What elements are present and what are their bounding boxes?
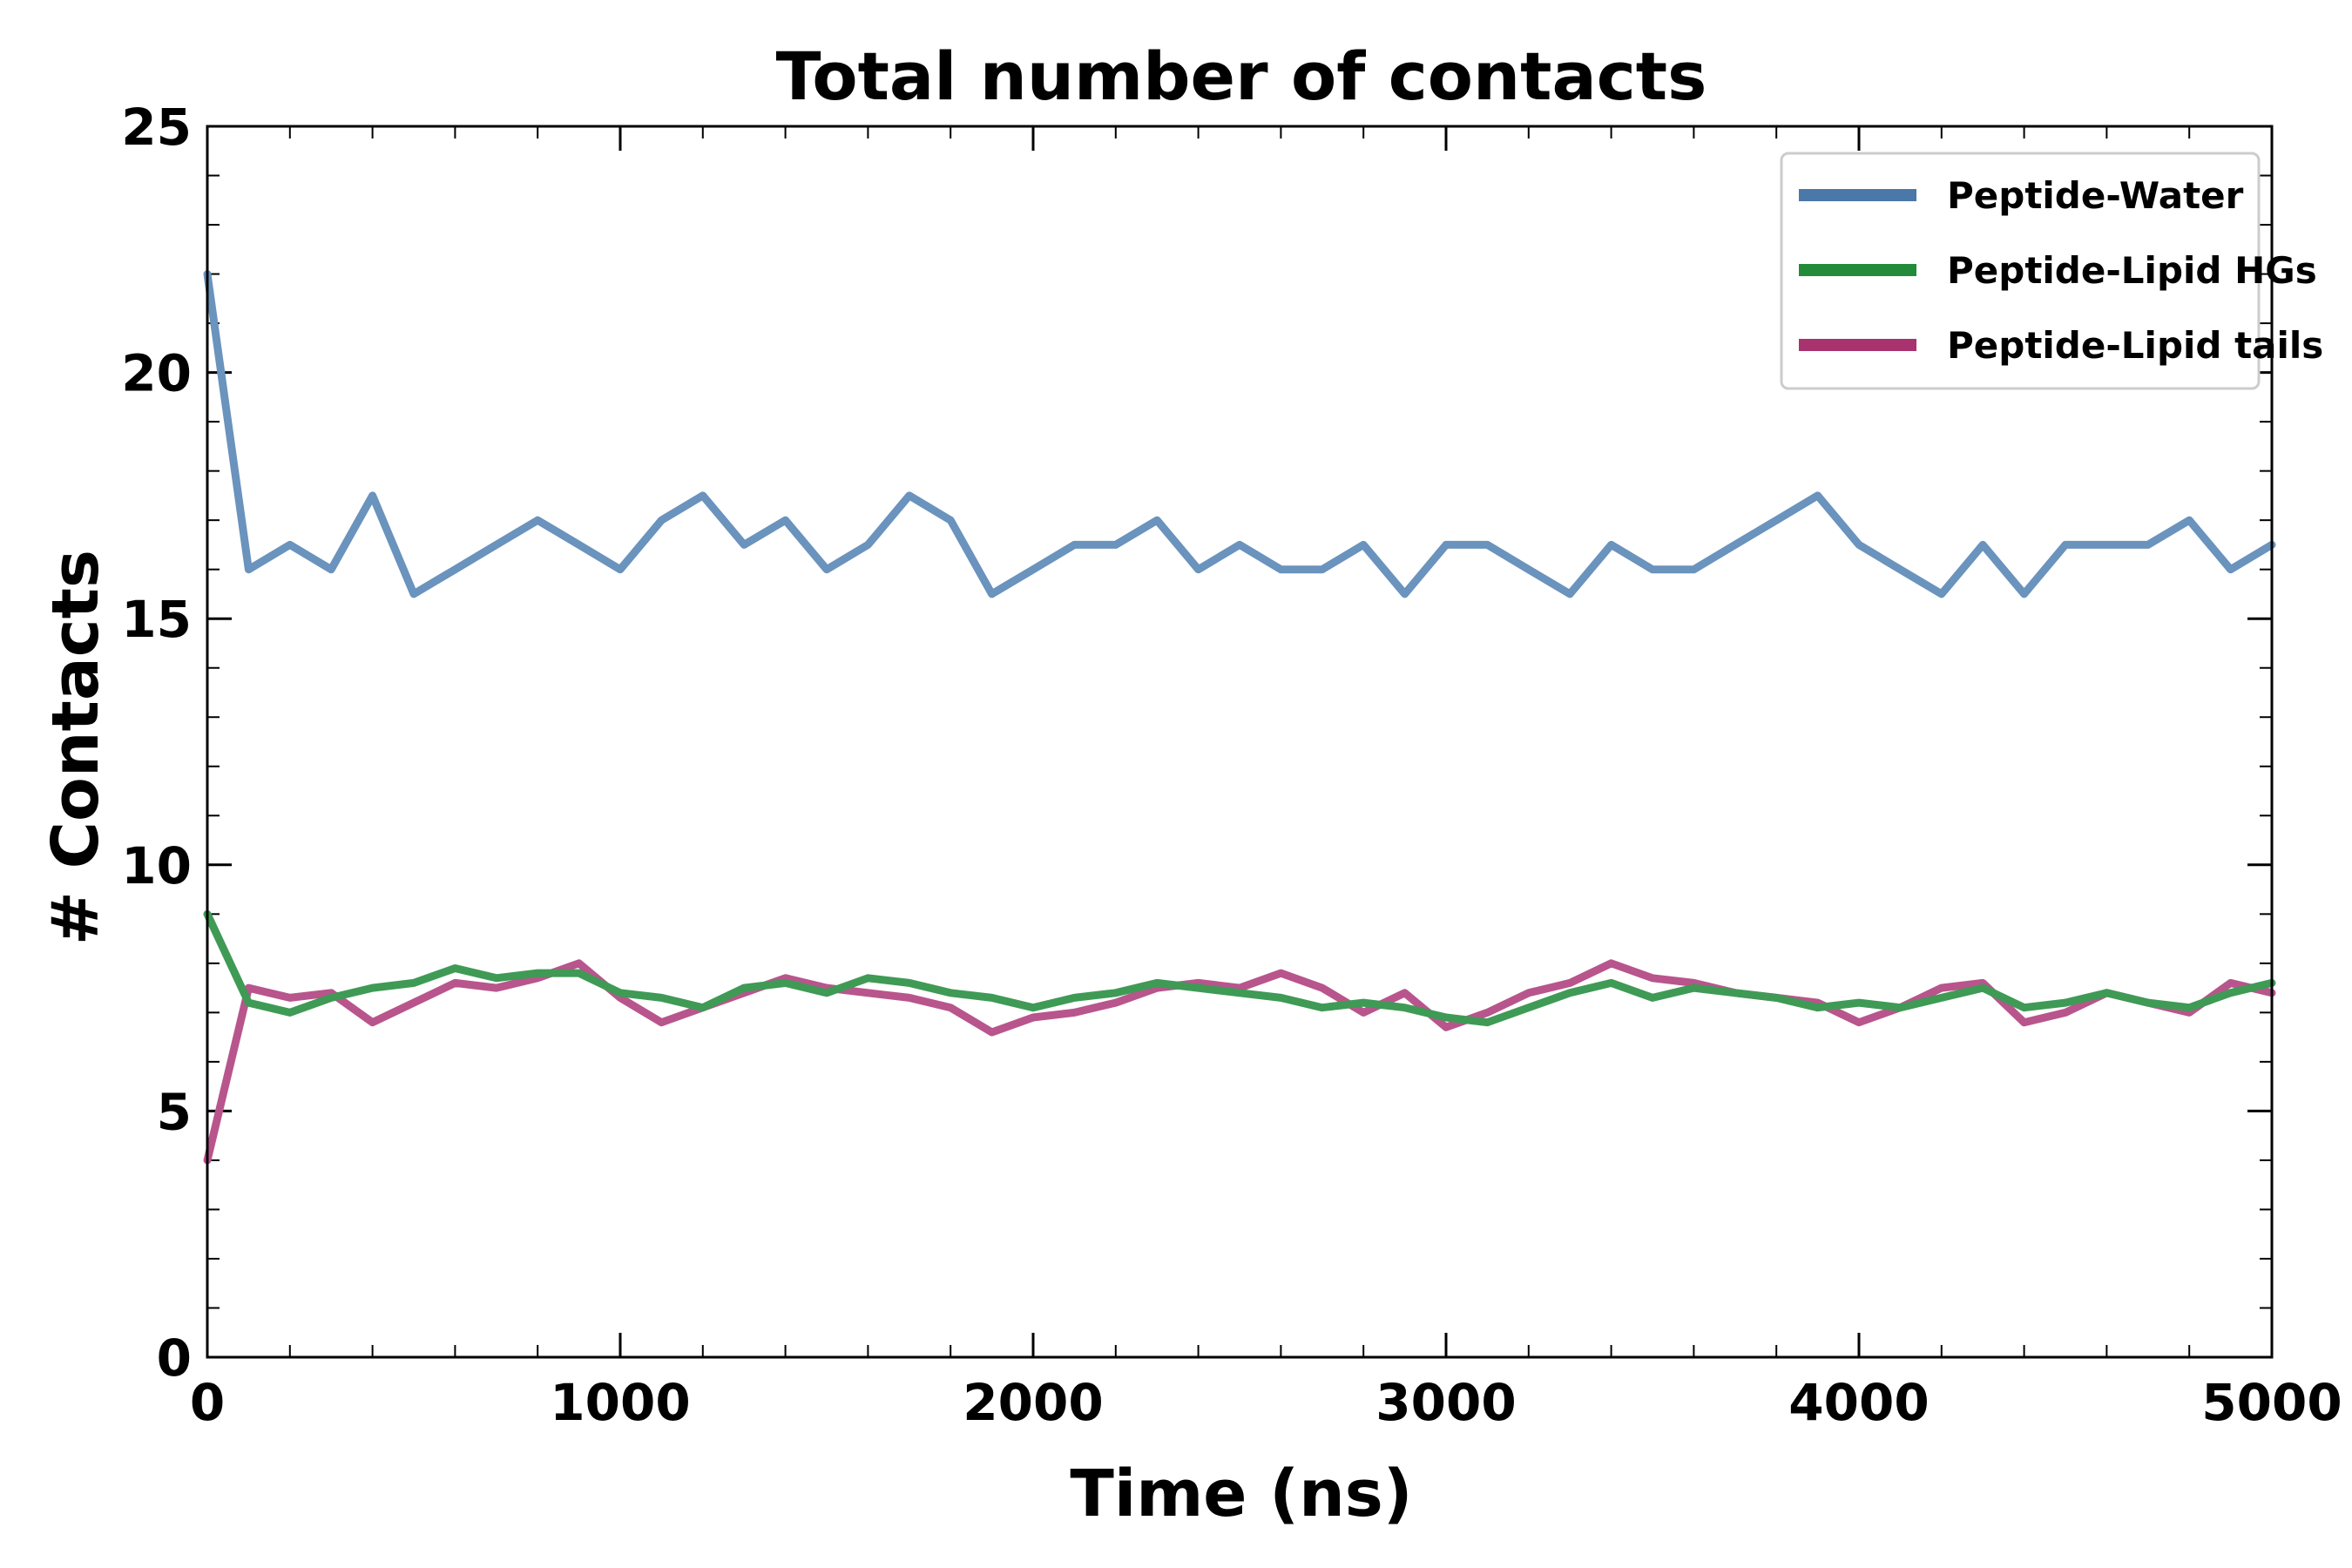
y-axis-label: # Contacts [38,550,113,945]
legend-label: Peptide-Water [1947,174,2244,217]
x-tick-label: 2000 [963,1373,1103,1432]
y-tick-label: 15 [121,590,192,649]
legend-label: Peptide-Lipid tails [1947,324,2323,367]
legend-box [1780,152,2261,390]
plot-frame [206,125,2274,1359]
y-tick-label: 10 [121,836,192,896]
x-tick-label: 1000 [550,1373,690,1432]
series-line-peptide-water [203,270,2276,598]
legend-label: Peptide-Lipid HGs [1947,249,2317,292]
x-tick-label: 3000 [1375,1373,1516,1432]
y-tick-label: 25 [121,98,192,157]
y-tick-label: 0 [157,1328,192,1388]
series-line-peptide-lipid-hgs [203,909,2276,1027]
x-tick-label: 4000 [1788,1373,1929,1432]
axis-ticks: 0 1000 2000 3000 4000 5000 0 5 10 15 20 25 [121,98,2342,1432]
x-axis-label: Time (ns) [1070,1456,1412,1531]
y-tick-label: 20 [121,344,192,403]
y-tick-label: 5 [157,1082,192,1141]
legend: Peptide-Water Peptide-Lipid HGs Peptide-Li… [1780,152,2323,390]
chart-title: Total number of contacts [776,37,1707,115]
x-tick-label: 5000 [2201,1373,2342,1432]
series-layer [203,270,2276,1165]
x-tick-label: 0 [190,1373,225,1432]
